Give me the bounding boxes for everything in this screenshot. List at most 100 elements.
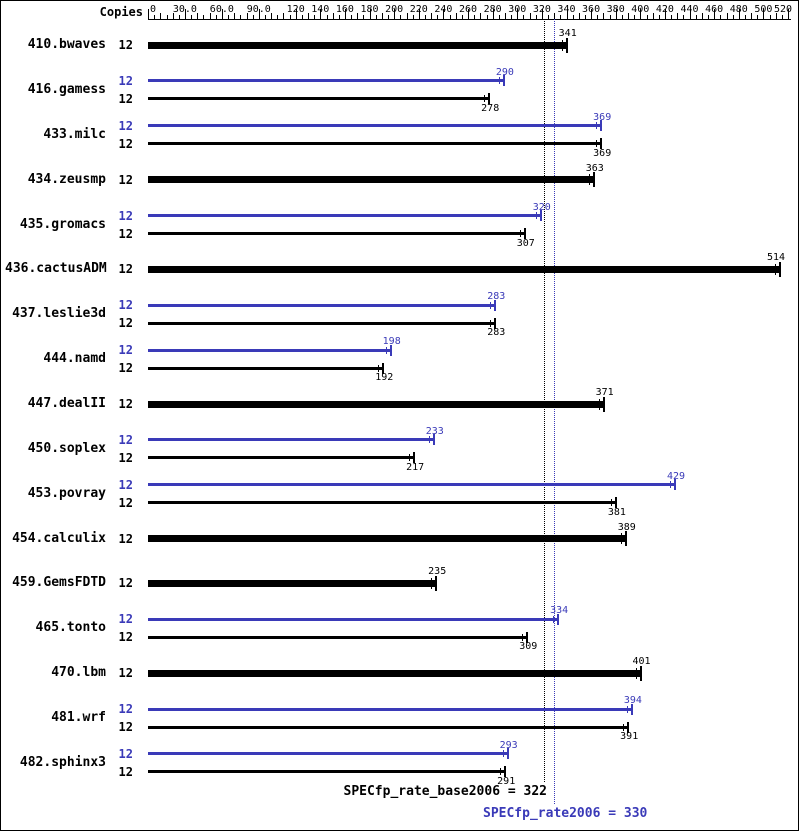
axis-tick-label: 400 [631,4,650,15]
bar-runmark-base [431,577,433,589]
axis-tick [523,15,525,19]
benchmark-name: 433.milc [43,126,106,142]
bar-base [148,635,529,639]
bar-runmark-base [561,39,563,51]
axis-tick-label: 90.0 [246,4,271,15]
copies-value: 12 [118,172,133,187]
axis-tick [788,9,789,19]
bar-value-label: 198 [382,336,401,348]
axis-tick-label: 220 [409,4,428,15]
bar-base [148,770,507,774]
bar-value-label: 307 [516,237,535,249]
bar-endcap-base [592,172,595,188]
bar-runmark-peak [670,481,671,489]
bar-value-label: 394 [623,695,642,706]
bar-runmark-base [610,499,612,507]
axis-tick [572,15,574,19]
bar-endcap-base [627,721,630,733]
axis-tick [591,9,593,19]
axis-tick [726,13,728,19]
axis-tick [554,13,556,19]
bar-peak [148,79,505,83]
copies-value: 12 [118,397,133,411]
axis-tick [240,15,242,19]
benchmark-name: 465.tonto [35,620,106,636]
bar-endcap-base [488,93,491,105]
axis-tick [215,15,217,19]
axis-tick-label: 0 [150,4,157,15]
axis-tick [234,13,236,19]
axis-tick-label: 360 [582,4,601,15]
axis-tick [351,15,353,19]
bar-base [148,41,568,49]
axis-tick [154,15,156,19]
axis-tick [295,9,297,19]
axis-tick [498,15,500,19]
bar-peak [148,438,435,442]
bar-endcap-base [614,497,617,509]
axis-baseline [148,19,791,20]
benchmark-name: 450.soplex [27,440,106,456]
bar-base [148,265,781,273]
bar-peak [148,303,497,307]
peak-mean-line [554,19,556,804]
axis-tick [535,15,537,19]
copies-value: 12 [118,666,133,681]
bar-runmark-base [484,95,486,103]
axis-tick [277,15,279,19]
bar-value-label: 334 [550,605,569,617]
bar-base [148,501,617,505]
axis-tick [677,13,679,19]
bar-runmark-peak [596,122,598,130]
bar-endcap-base [504,766,507,778]
axis-tick-label: 380 [606,4,625,15]
axis-tick [381,13,383,19]
copies-value: 12 [118,720,133,734]
bar-endcap-peak [506,748,509,760]
copies-value: 12 [118,630,133,645]
bar-value-label: 371 [595,387,614,398]
copies-value: 12 [118,38,133,52]
benchmark-name: 481.wrf [51,710,106,725]
benchmark-name: 459.GemsFDTD [12,575,106,591]
axis-tick [775,13,777,19]
bar-runmark-peak [385,346,387,354]
bar-runmark-peak [498,77,500,85]
bar-peak [148,214,542,217]
axis-tick [511,15,513,19]
copies-value: 12 [118,208,133,223]
bar-runmark-peak [535,212,537,219]
axis-tick [455,13,457,19]
bar-runmark-base [522,633,524,641]
axis-tick [541,9,543,19]
axis-tick-label: 480 [729,4,748,15]
axis-tick [228,15,229,19]
bar-value-label: 290 [495,66,514,78]
axis-tick [172,13,174,19]
axis-tick [271,13,273,19]
bar-value-label: 235 [428,566,447,578]
axis-tick-label: 420 [655,4,674,15]
bar-base [148,176,595,184]
bar-peak [148,707,633,711]
axis-tick [517,9,519,19]
copies-value: 12 [118,746,133,761]
bar-value-label: 291 [497,775,516,787]
axis-tick [264,15,266,19]
axis-tick-label: 260 [458,4,478,15]
axis-tick [628,13,629,19]
copies-value: 12 [118,343,133,358]
axis-tick [597,15,599,19]
axis-tick [203,15,205,19]
benchmark-name: 416.gamess [27,81,106,97]
bar-endcap-peak [539,210,542,221]
axis-tick-label: 460 [705,4,724,15]
axis-tick [492,9,494,19]
axis-tick [369,9,371,19]
axis-tick-label: 140 [311,4,330,15]
bar-runmark-peak [626,705,628,713]
bar-endcap-peak [494,299,497,311]
bar-endcap-base [526,631,529,643]
axis-tick [332,13,334,19]
axis-tick [486,15,488,19]
